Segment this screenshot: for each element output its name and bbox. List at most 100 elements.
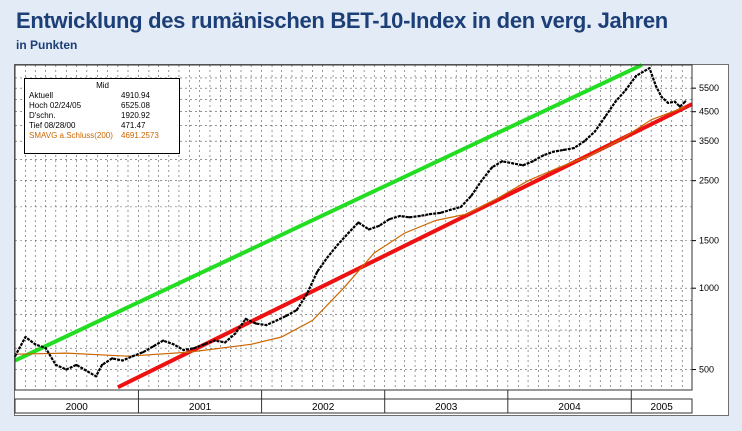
price-point [152,345,155,348]
price-point [511,162,514,165]
price-point [418,214,421,218]
legend-value: 4691.2573 [121,131,159,140]
price-point [470,194,473,197]
price-point [24,335,27,339]
legend-row-sma: SMAVG a.Schluss(200) 4691.2573 [29,131,175,141]
legend-row: Aktuell 4910.94 [29,91,175,101]
price-point [624,89,627,92]
price-point [593,130,596,133]
price-point [34,343,37,346]
grid-layer [14,65,692,390]
price-point [234,332,237,335]
price-point [459,205,463,208]
price-point [44,347,47,350]
price-point [213,339,216,342]
price-point [634,74,638,78]
plot-border [14,64,693,391]
y-tick-label: 4500 [699,107,719,117]
price-point [603,115,607,119]
x-year-label: 2000 [66,402,89,413]
price-point [552,150,555,153]
price-point [326,256,329,259]
y-tick-label: 500 [699,365,714,375]
price-point [172,343,175,346]
legend-value: 4910.94 [121,91,150,100]
legend-box: Mid Aktuell 4910.94 Hoch 02/24/05 6525.0… [24,78,180,154]
x-year-label: 2005 [651,402,674,413]
price-point [408,216,411,219]
price-point [121,359,124,362]
legend-label: SMAVG a.Schluss(200) [29,131,113,140]
price-point [275,319,278,322]
legend-label: Aktuell [29,91,54,100]
price-point [305,293,308,296]
price-point [254,322,257,325]
price-point [65,368,68,371]
price-point [347,231,350,235]
chart-subtitle: in Punkten [16,38,78,52]
price-point [265,324,268,327]
price-point [100,363,104,367]
x-year-label: 2002 [312,402,335,413]
price-point [439,211,442,214]
price-point [54,363,57,367]
price-point [131,355,134,358]
legend-value: 1920.92 [121,111,150,120]
year-band [14,398,693,414]
price-point [193,347,196,350]
sma-line [14,106,686,357]
legend-label: Tief 08/28/00 [29,121,76,130]
legend-value: 6525.08 [121,101,150,110]
price-point [542,154,545,157]
price-point [648,67,651,70]
x-year-label: 2003 [435,402,458,413]
price-point [94,375,98,378]
price-line [14,66,687,378]
y-tick-label: 1000 [699,283,719,293]
legend-column-header: Mid [96,81,109,90]
price-point [583,140,586,143]
price-point [285,314,288,317]
y-tick-label: 3500 [699,136,719,146]
price-point [398,214,401,218]
legend-row: D'schn. 1920.92 [29,111,175,121]
price-point [111,357,114,360]
price-point [490,166,494,169]
price-point [521,164,525,167]
legend-value: 471.47 [121,121,146,130]
legend-row: Tief 08/28/00 471.47 [29,121,175,131]
price-point [224,341,227,344]
legend-label: Hoch 02/24/05 [29,101,82,110]
price-point [562,148,565,151]
y-tick-label: 5500 [699,83,719,93]
upper-trend-line [14,63,643,363]
price-point [500,160,504,163]
price-point [428,213,432,216]
axis-layer: 500 1000 1500 2500 3500 4500 5500 2000 2001 2002 2… [14,64,719,414]
price-point [449,208,452,211]
price-point [142,351,145,354]
price-point [295,308,298,312]
y-tick-label: 1500 [699,236,719,246]
series-layer [13,63,693,390]
price-point [660,95,663,99]
price-point [678,105,681,108]
price-point [572,147,576,150]
legend-label: D'schn. [29,111,56,120]
x-year-label: 2001 [189,402,212,413]
price-point [666,101,670,105]
price-point [161,339,165,342]
price-point [531,160,534,163]
price-point [654,84,658,88]
chart-title: Entwicklung des rumänischen BET-10-Index… [16,8,668,33]
price-point [388,218,391,221]
price-point [336,243,339,246]
price-point [182,349,185,352]
legend-row: Hoch 02/24/05 6525.08 [29,101,175,111]
x-year-label: 2004 [558,402,581,413]
price-point [357,221,360,224]
price-point [684,100,687,103]
price-point [367,228,370,231]
y-tick-label: 2500 [699,176,719,186]
price-point [614,100,617,103]
